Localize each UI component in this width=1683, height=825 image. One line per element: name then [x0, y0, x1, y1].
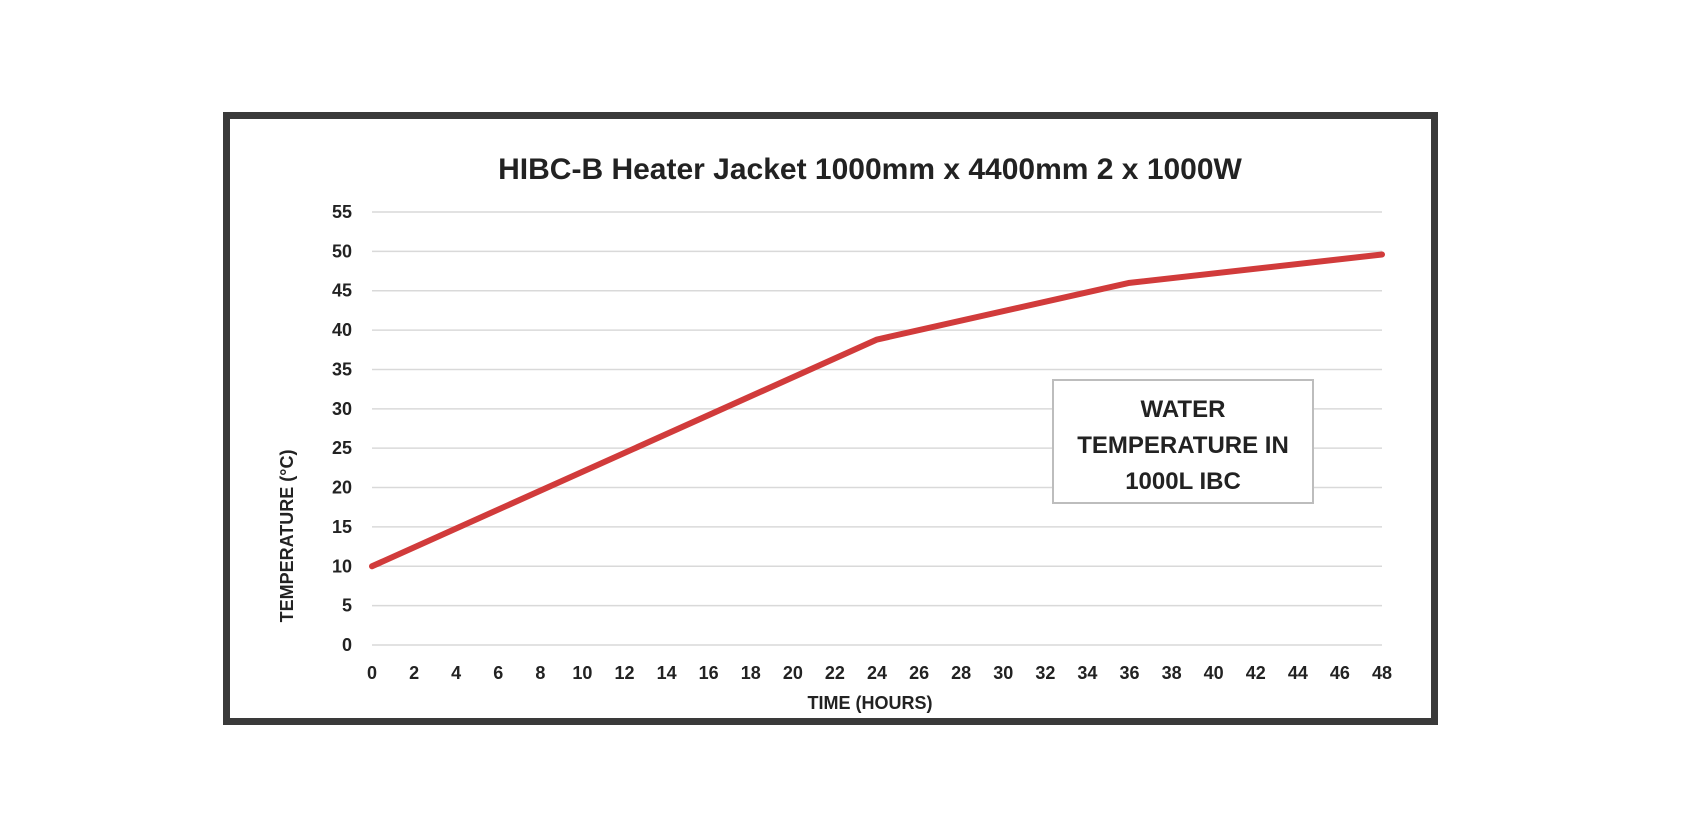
series-group [369, 251, 1385, 570]
y-tick-label: 30 [332, 399, 352, 419]
x-tick-label: 44 [1288, 663, 1308, 683]
x-tick-label: 32 [1035, 663, 1055, 683]
grid-lines [372, 211, 1382, 646]
x-tick-label: 10 [572, 663, 592, 683]
series-line-0 [369, 251, 1385, 570]
x-tick-label: 38 [1162, 663, 1182, 683]
x-tick-label: 24 [867, 663, 887, 683]
y-tick-label: 20 [332, 478, 352, 498]
x-tick-label: 6 [493, 663, 503, 683]
x-tick-label: 18 [741, 663, 761, 683]
x-tick-label: 4 [451, 663, 461, 683]
x-tick-label: 2 [409, 663, 419, 683]
y-tick-label: 15 [332, 517, 352, 537]
y-tick-label: 45 [332, 281, 352, 301]
y-tick-label: 55 [332, 202, 352, 222]
y-tick-label: 25 [332, 438, 352, 458]
x-tick-label: 8 [535, 663, 545, 683]
annotation-line-2: TEMPERATURE IN [1077, 432, 1289, 459]
x-tick-label: 42 [1246, 663, 1266, 683]
x-tick-label: 22 [825, 663, 845, 683]
x-tick-label: 28 [951, 663, 971, 683]
annotation-box: WATER TEMPERATURE IN 1000L IBC [1052, 379, 1314, 504]
y-tick-label: 5 [342, 596, 352, 616]
y-tick-label: 0 [342, 635, 352, 655]
y-axis-ticks: 0 5 10 15 20 25 30 35 40 45 50 55 [332, 202, 352, 655]
x-axis-ticks: 0 2 4 6 8 10 12 14 16 18 20 22 24 26 28 30 32 34 36 38 40 42 4… [367, 663, 1392, 683]
x-tick-label: 26 [909, 663, 929, 683]
x-tick-label: 30 [993, 663, 1013, 683]
x-tick-label: 40 [1204, 663, 1224, 683]
x-tick-label: 36 [1119, 663, 1139, 683]
y-tick-label: 40 [332, 320, 352, 340]
y-tick-label: 10 [332, 556, 352, 576]
y-tick-label: 50 [332, 241, 352, 261]
x-tick-label: 34 [1077, 663, 1097, 683]
chart-title: HIBC-B Heater Jacket 1000mm x 4400mm 2 x… [498, 153, 1242, 186]
x-tick-label: 48 [1372, 663, 1392, 683]
y-axis-label: TEMPERATURE (°C) [277, 450, 297, 623]
x-tick-label: 14 [657, 663, 677, 683]
annotation-line-1: WATER [1141, 396, 1226, 423]
x-tick-label: 12 [614, 663, 634, 683]
x-tick-label: 46 [1330, 663, 1350, 683]
annotation-border [1052, 379, 1314, 504]
x-tick-label: 16 [699, 663, 719, 683]
annotation-line-3: 1000L IBC [1125, 468, 1241, 495]
x-axis-label: TIME (HOURS) [808, 693, 933, 713]
chart-frame: 0 5 10 15 20 25 30 35 40 45 50 55 0 2 4 6 8 10 12 14 16 18 20… [223, 112, 1438, 725]
y-tick-label: 35 [332, 359, 352, 379]
x-tick-label: 20 [783, 663, 803, 683]
x-tick-label: 0 [367, 663, 377, 683]
